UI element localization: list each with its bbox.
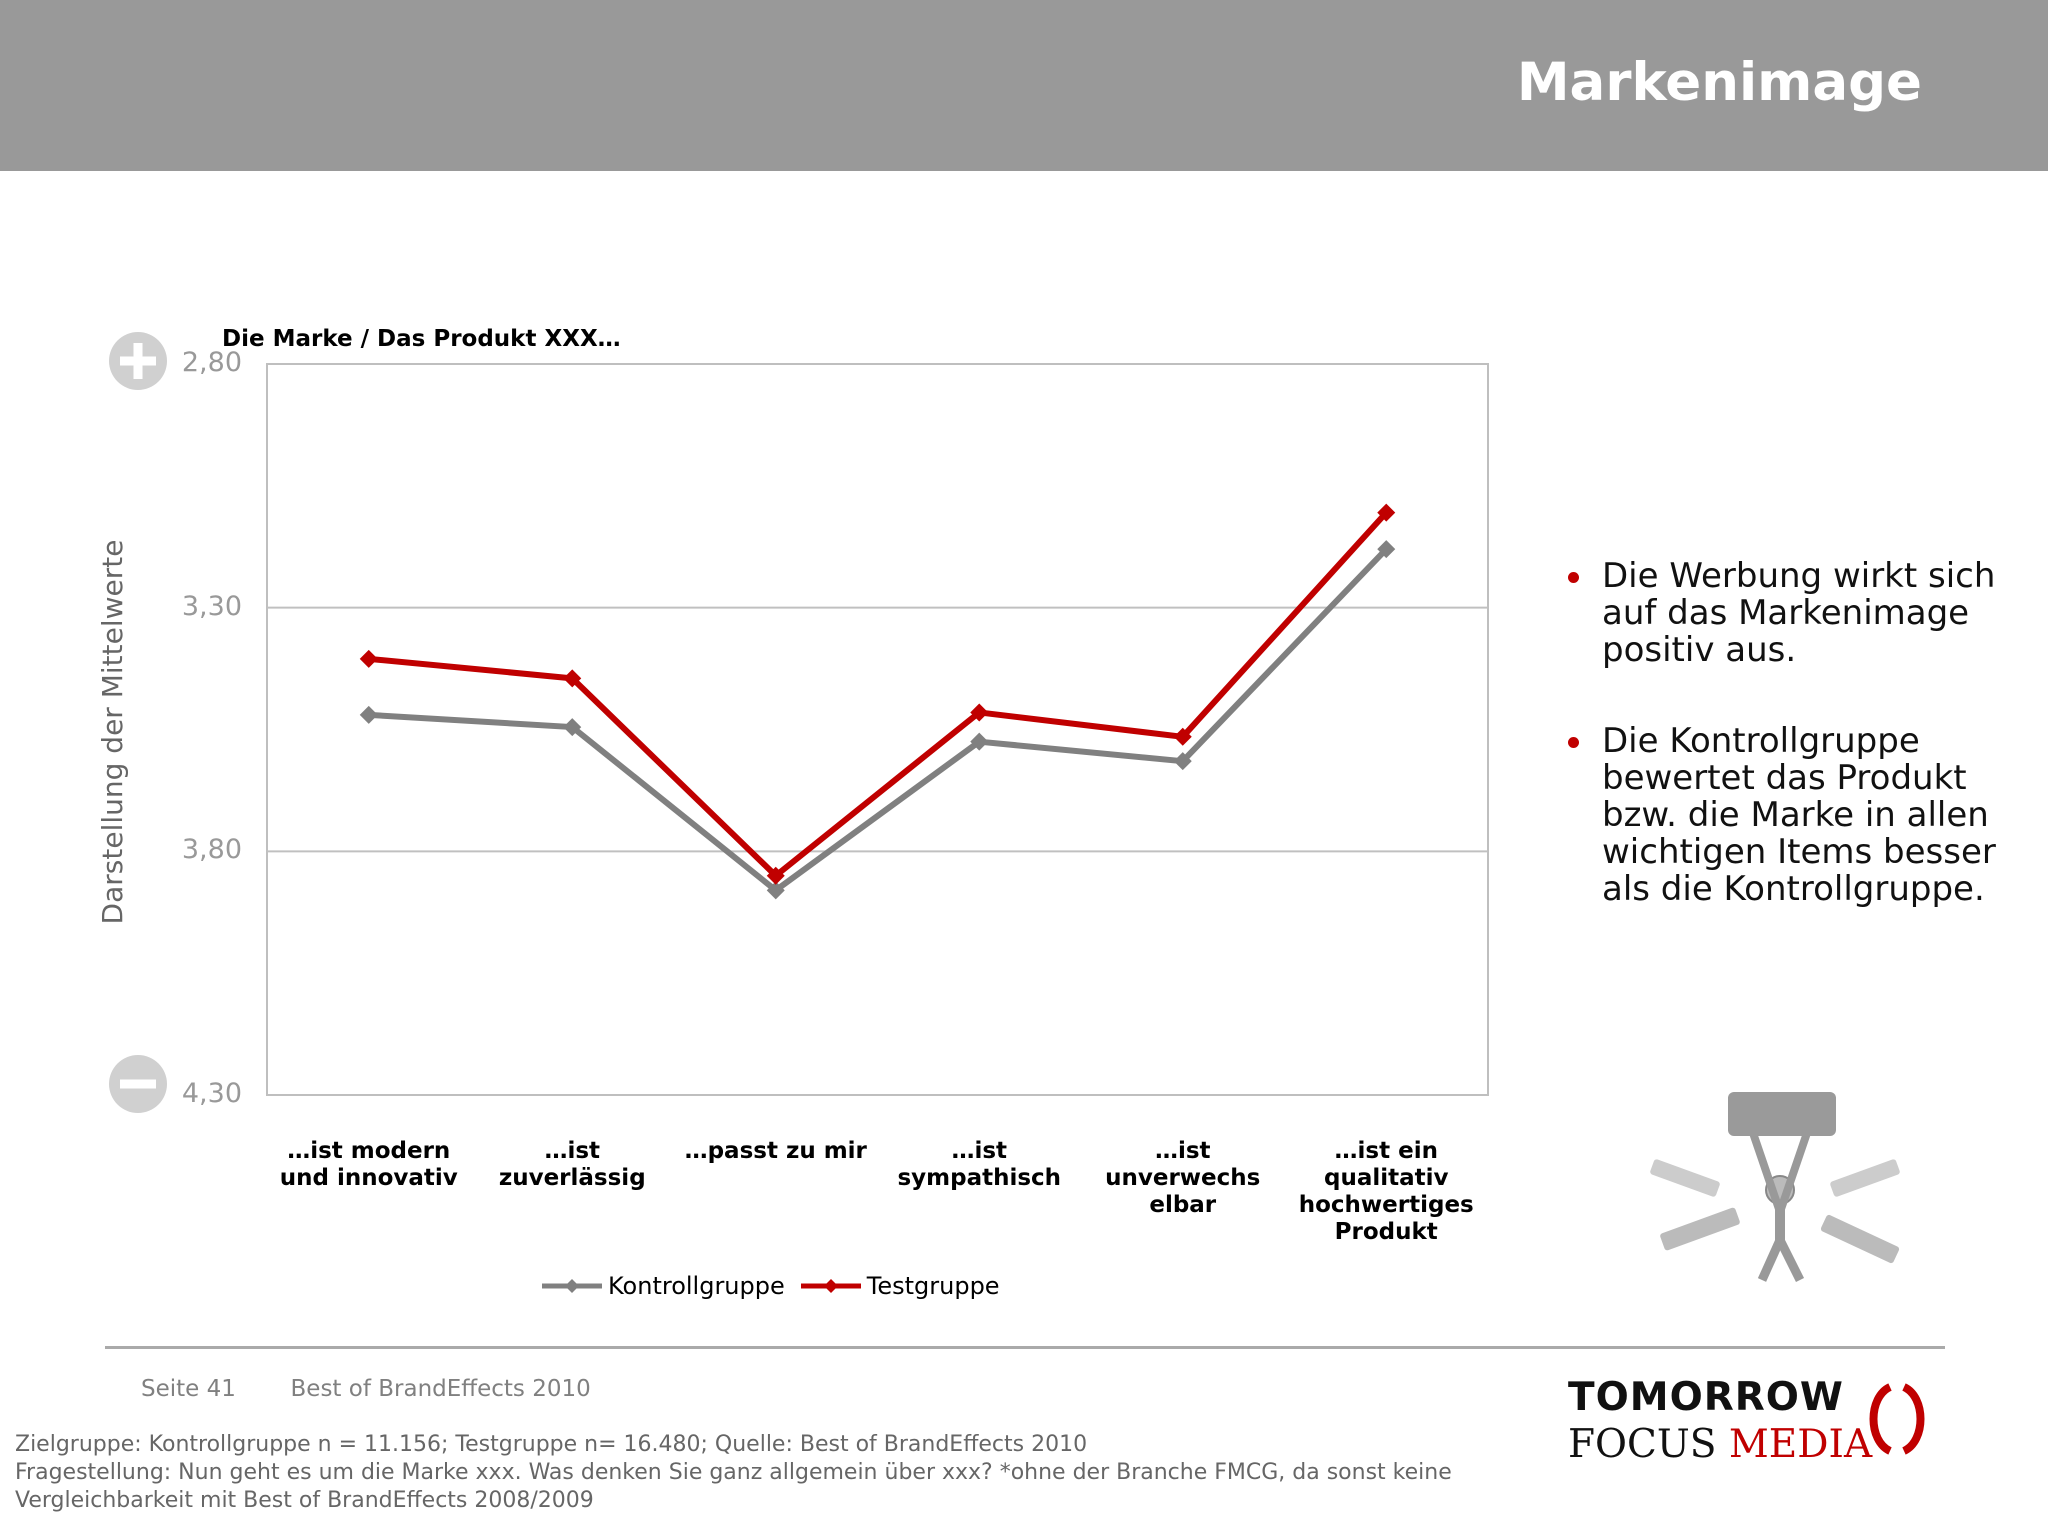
- source-line: Zielgruppe: Kontrollgruppe n = 11.156; T…: [15, 1432, 1088, 1457]
- page-title: Markenimage: [1516, 52, 1922, 113]
- data-point: [1377, 540, 1396, 559]
- logo-focus: FOCUS: [1568, 1422, 1717, 1467]
- chart-subtitle: Die Marke / Das Produkt XXX…: [222, 326, 621, 352]
- data-point: [563, 718, 582, 737]
- question-line-cont: Vergleichbarkeit mit Best of BrandEffect…: [15, 1488, 594, 1513]
- data-point: [359, 649, 378, 668]
- y-tick-label: 4,30: [181, 1078, 242, 1109]
- data-point: [970, 732, 989, 751]
- legend-item: Kontrollgruppe: [540, 1272, 785, 1300]
- chart-legend: Kontrollgruppe Testgruppe: [540, 1272, 1014, 1302]
- legend-label: Testgruppe: [866, 1272, 1000, 1300]
- bullet-list: Die Werbung wirkt sich auf das Markenima…: [1566, 558, 2006, 962]
- legend-swatch: [800, 1279, 861, 1293]
- bullet-text: Die Kontrollgruppe bewertet das Produkt …: [1602, 721, 1996, 909]
- legend-item: Testgruppe: [799, 1272, 1000, 1300]
- logo-line-2: FOCUS MEDIA: [1568, 1422, 1948, 1467]
- bullet-item: Die Werbung wirkt sich auf das Markenima…: [1566, 558, 2006, 669]
- y-tick-label: 3,80: [181, 834, 242, 866]
- bullet-dot-icon: [1568, 572, 1579, 583]
- legend-label: Kontrollgruppe: [608, 1272, 785, 1300]
- x-category-label: …ist unverwechs elbar: [1105, 1138, 1261, 1218]
- bullet-text: Die Werbung wirkt sich auf das Markenima…: [1602, 556, 1996, 670]
- plot-area: [266, 363, 1489, 1096]
- logo-media: MEDIA: [1728, 1422, 1873, 1467]
- company-logo: TOMORROW FOCUS MEDIA: [1568, 1375, 1948, 1475]
- data-point: [1377, 503, 1396, 522]
- x-category-label: …ist sympathisch: [897, 1138, 1062, 1191]
- plus-circle-icon: [109, 332, 167, 390]
- x-category-label: …passt zu mir: [684, 1138, 867, 1164]
- data-point: [563, 669, 582, 688]
- data-point: [359, 705, 378, 724]
- bullet-dot-icon: [1568, 737, 1579, 748]
- data-point: [1173, 727, 1192, 746]
- data-point: [766, 881, 785, 900]
- x-category-label: …ist modern und innovativ: [279, 1138, 458, 1191]
- report-name: Best of BrandEffects 2010: [290, 1376, 591, 1402]
- series-line-kontrollgruppe: [368, 547, 1389, 894]
- source-note: Zielgruppe: Kontrollgruppe n = 11.156; T…: [15, 1431, 1575, 1515]
- series-line-testgruppe: [368, 510, 1389, 879]
- footer-divider: [105, 1346, 1945, 1349]
- x-category-label: …ist ein qualitativ hochwertiges Produkt: [1298, 1138, 1474, 1245]
- data-point: [766, 866, 785, 885]
- question-line: Fragestellung: Nun geht es um die Marke …: [15, 1460, 1452, 1485]
- minus-circle-icon: [109, 1055, 167, 1113]
- bullet-item: Die Kontrollgruppe bewertet das Produkt …: [1566, 723, 2006, 908]
- y-tick-label: 3,30: [181, 590, 242, 622]
- data-point: [1173, 752, 1192, 771]
- x-category-label: …ist zuverlässig: [498, 1138, 646, 1191]
- tomorrow-focus-brackets-icon: [1869, 1383, 1925, 1455]
- page-info: Seite 41 Best of BrandEffects 2010: [141, 1376, 591, 1402]
- legend-swatch: [542, 1279, 602, 1293]
- logo-line-1: TOMORROW: [1568, 1375, 1844, 1420]
- page-number: Seite 41: [141, 1376, 236, 1402]
- data-point: [970, 703, 989, 722]
- header-bar: [0, 0, 2048, 171]
- brand-figure-icon: [1650, 1092, 1900, 1283]
- y-tick-label: 2,80: [181, 347, 242, 378]
